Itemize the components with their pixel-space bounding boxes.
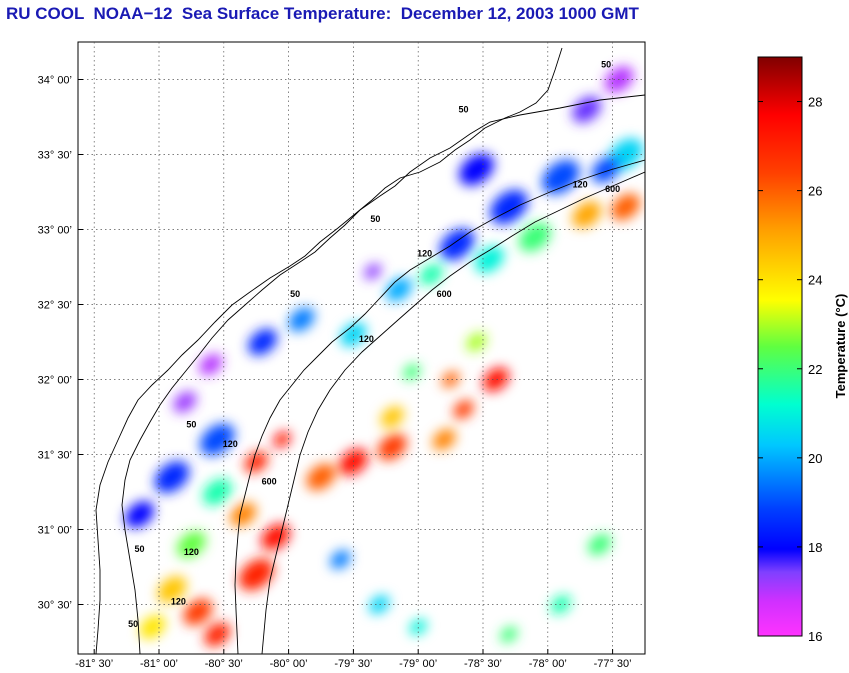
sst-patch bbox=[441, 371, 460, 388]
map-frame bbox=[77, 41, 646, 655]
lon-tick-label: -80° 00’ bbox=[270, 658, 308, 670]
lon-tick-label: -78° 30’ bbox=[464, 658, 502, 670]
contour-label: 120 bbox=[171, 597, 186, 607]
sst-patch bbox=[432, 428, 456, 451]
colorbar-tick-label: 20 bbox=[808, 451, 822, 466]
contour-label: 50 bbox=[186, 420, 196, 430]
contour-label: 120 bbox=[417, 249, 432, 259]
sst-patch bbox=[261, 523, 291, 551]
lon-tick-label: -78° 00’ bbox=[529, 658, 567, 670]
contour-120 bbox=[234, 159, 645, 654]
sst-patch bbox=[572, 96, 602, 123]
sst-patch bbox=[466, 332, 487, 352]
sst-patch bbox=[385, 277, 412, 302]
colorbar-tick-label: 26 bbox=[808, 184, 822, 199]
sst-patch bbox=[475, 246, 504, 273]
contour-labels: 50 50 50 50 50 50 50 120 120 120 120 120 120 600 600 60… bbox=[128, 60, 620, 630]
lat-lon-grid bbox=[78, 42, 645, 654]
contour-label: 120 bbox=[573, 180, 588, 190]
sst-patch bbox=[419, 263, 443, 286]
contour-label: 600 bbox=[437, 289, 452, 299]
lon-tick-label: -79° 00’ bbox=[399, 658, 437, 670]
contour-label: 50 bbox=[290, 289, 300, 299]
colorbar: 16 18 20 22 24 26 28 Temperature (°C) bbox=[757, 56, 848, 644]
sst-patch bbox=[125, 501, 155, 528]
sst-patch bbox=[176, 531, 206, 558]
sst-patch bbox=[273, 431, 291, 448]
sst-patch bbox=[330, 550, 351, 569]
sst-patch bbox=[364, 263, 382, 280]
sst-patch bbox=[377, 433, 407, 461]
sst-patch bbox=[238, 558, 274, 591]
contour-label: 50 bbox=[135, 544, 145, 554]
lon-tick-label: -81° 30’ bbox=[75, 658, 113, 670]
lat-tick-label: 32° 30’ bbox=[38, 300, 72, 312]
lat-tick-label: 33° 00’ bbox=[38, 225, 72, 237]
colorbar-tick-label: 16 bbox=[808, 629, 822, 644]
contour-label: 50 bbox=[459, 105, 469, 115]
colorbar-ticks: 16 18 20 22 24 26 28 bbox=[758, 95, 822, 644]
sst-patch bbox=[248, 328, 278, 356]
lat-tick-label: 31° 30’ bbox=[38, 450, 72, 462]
sst-patch bbox=[157, 576, 187, 603]
contour-label: 50 bbox=[601, 60, 611, 70]
sst-patch bbox=[199, 353, 223, 376]
lat-tick-label: 31° 00’ bbox=[38, 525, 72, 537]
sst-patch bbox=[500, 626, 518, 643]
sst-patch bbox=[199, 423, 235, 456]
colorbar-tick-label: 18 bbox=[808, 540, 822, 555]
coastline bbox=[95, 47, 563, 654]
colorbar-ramp bbox=[757, 56, 803, 637]
contour-label: 120 bbox=[184, 547, 199, 557]
sst-patch bbox=[439, 228, 475, 261]
map-title: RU COOL NOAA−12 Sea Surface Temperature:… bbox=[6, 4, 639, 23]
colorbar-tick-label: 24 bbox=[808, 273, 822, 288]
lat-tick-label: 32° 00’ bbox=[38, 375, 72, 387]
lon-tick-label: -79° 30’ bbox=[334, 658, 372, 670]
sst-patch bbox=[369, 595, 390, 614]
sst-patch bbox=[154, 461, 190, 493]
contour-label: 120 bbox=[359, 334, 374, 344]
map-axes: -81° 30’ -81° 00’ -80° 30’ -80° 00’ -79° 30’… bbox=[38, 75, 632, 671]
sst-patch bbox=[380, 406, 404, 428]
colorbar-tick-label: 28 bbox=[808, 95, 822, 110]
sst-patch bbox=[482, 367, 509, 392]
lat-tick-label: 34° 00’ bbox=[38, 75, 72, 87]
sst-patch bbox=[459, 153, 494, 186]
sst-patch bbox=[202, 478, 232, 506]
contour-50 bbox=[121, 94, 645, 654]
sst-patch bbox=[230, 502, 257, 527]
coastline-and-contours bbox=[95, 47, 645, 654]
contour-label: 50 bbox=[128, 619, 138, 629]
contour-label: 120 bbox=[223, 439, 238, 449]
sst-patch bbox=[403, 364, 421, 380]
sst-patch bbox=[453, 400, 474, 419]
sst-patch bbox=[173, 391, 197, 413]
sst-patch bbox=[572, 201, 602, 228]
contour-600 bbox=[261, 171, 645, 654]
colorbar-tick-label: 22 bbox=[808, 362, 822, 377]
colorbar-label: Temperature (°C) bbox=[833, 294, 848, 399]
contour-label: 600 bbox=[262, 477, 277, 487]
lon-tick-label: -77° 30’ bbox=[594, 658, 632, 670]
sst-patch bbox=[541, 159, 580, 195]
lon-tick-label: -80° 30’ bbox=[205, 658, 243, 670]
sst-patch bbox=[244, 451, 268, 473]
sst-patch bbox=[288, 307, 315, 332]
sst-patch bbox=[588, 533, 612, 556]
lat-tick-label: 30° 30’ bbox=[38, 600, 72, 612]
sst-patch bbox=[204, 622, 231, 647]
contour-label: 50 bbox=[370, 214, 380, 224]
lat-tick-label: 33° 30’ bbox=[38, 150, 72, 162]
lon-tick-label: -81° 00’ bbox=[140, 658, 178, 670]
contour-label: 600 bbox=[605, 184, 620, 194]
sst-patch bbox=[591, 156, 621, 183]
sst-patch bbox=[611, 193, 641, 221]
sst-patch bbox=[306, 463, 336, 491]
sst-patch bbox=[183, 598, 213, 626]
